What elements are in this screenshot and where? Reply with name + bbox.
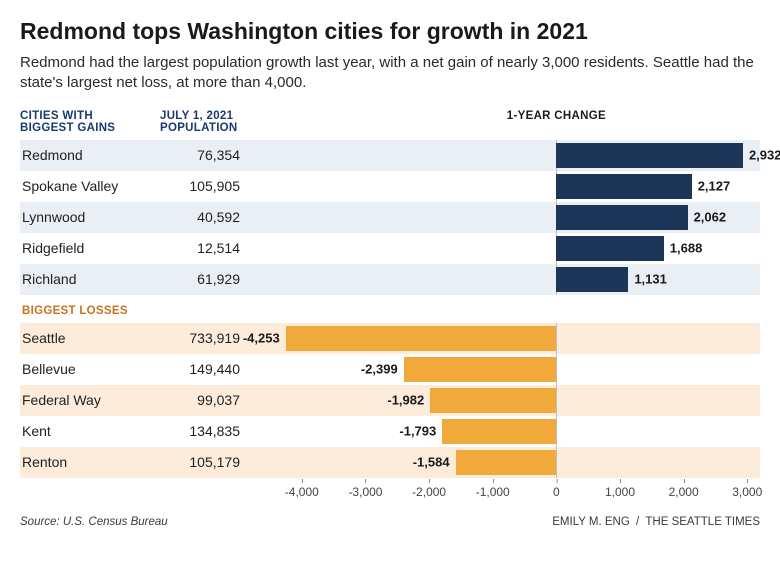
bar-positive: [556, 143, 743, 168]
bar-positive: [556, 205, 687, 230]
population-value: 105,179: [160, 454, 270, 470]
header-change: 1-YEAR CHANGE: [507, 110, 606, 122]
table-row: Spokane Valley105,905 2,127: [20, 171, 760, 202]
table-row: Federal Way99,037 -1,982: [20, 385, 760, 416]
bar-value-label: -4,253: [243, 331, 280, 346]
header-cities-line2: BIGGEST GAINS: [20, 122, 160, 134]
bar-value-label: 2,062: [694, 210, 727, 225]
gains-rows: Redmond76,3542,932Spokane Valley105,9052…: [20, 140, 760, 295]
credit-text: EMILY M. ENG / THE SEATTLE TIMES: [552, 516, 760, 528]
header-pop-line1: JULY 1, 2021: [160, 110, 270, 122]
bar-cell: 2,062: [270, 202, 760, 233]
source-text: Source: U.S. Census Bureau: [20, 516, 168, 528]
population-value: 149,440: [160, 361, 270, 377]
bar-cell: 2,932: [270, 140, 760, 171]
bar-negative: [456, 450, 557, 475]
city-name: Richland: [20, 271, 160, 287]
bar-cell: 1,131: [270, 264, 760, 295]
bar-value-label: -1,584: [413, 455, 450, 470]
axis-tick: -3,000: [348, 480, 382, 499]
city-name: Redmond: [20, 147, 160, 163]
axis-tick: -4,000: [285, 480, 319, 499]
bar-negative: [286, 326, 557, 351]
bar-positive: [556, 174, 691, 199]
city-name: Federal Way: [20, 392, 160, 408]
chart-title: Redmond tops Washington cities for growt…: [20, 18, 760, 45]
bar-negative: [442, 419, 556, 444]
header-cities-line1: CITIES WITH: [20, 110, 160, 122]
population-value: 61,929: [160, 271, 270, 287]
credit-author: EMILY M. ENG: [552, 516, 630, 528]
city-name: Ridgefield: [20, 240, 160, 256]
bar-cell: -1,982: [270, 385, 760, 416]
bar-cell: -2,399: [270, 354, 760, 385]
header-pop-line2: POPULATION: [160, 122, 270, 134]
city-name: Bellevue: [20, 361, 160, 377]
population-value: 99,037: [160, 392, 270, 408]
population-value: 76,354: [160, 147, 270, 163]
table-row: Kent134,835 -1,793: [20, 416, 760, 447]
table-row: Bellevue149,440 -2,399: [20, 354, 760, 385]
city-name: Lynnwood: [20, 209, 160, 225]
city-name: Seattle: [20, 330, 160, 346]
population-value: 105,905: [160, 178, 270, 194]
bar-cell: 1,688: [270, 233, 760, 264]
city-name: Kent: [20, 423, 160, 439]
bar-value-label: 1,688: [670, 241, 703, 256]
axis-tick: 1,000: [605, 480, 635, 499]
bar-value-label: -2,399: [361, 362, 398, 377]
table-row: Seattle733,919-4,253: [20, 323, 760, 354]
bar-value-label: -1,793: [399, 424, 436, 439]
bar-negative: [404, 357, 557, 382]
x-axis: -4,000 -3,000 -2,000 -1,000 0 1,000 2,000 3,000: [20, 480, 760, 502]
table-row: Ridgefield12,514 1,688: [20, 233, 760, 264]
bar-cell: -1,793: [270, 416, 760, 447]
population-value: 12,514: [160, 240, 270, 256]
bar-value-label: 2,932: [749, 148, 780, 163]
bar-cell: -4,253: [270, 323, 760, 354]
bar-cell: -1,584: [270, 447, 760, 478]
chart-footer: Source: U.S. Census Bureau EMILY M. ENG …: [20, 516, 760, 528]
population-value: 134,835: [160, 423, 270, 439]
bar-value-label: 1,131: [634, 272, 667, 287]
axis-tick: 0: [553, 480, 560, 499]
bar-positive: [556, 236, 663, 261]
table-row: Richland61,929 1,131: [20, 264, 760, 295]
bar-positive: [556, 267, 628, 292]
axis-tick: -1,000: [476, 480, 510, 499]
table-row: Renton105,179 -1,584: [20, 447, 760, 478]
credit-publication: THE SEATTLE TIMES: [645, 516, 760, 528]
bar-value-label: 2,127: [698, 179, 731, 194]
column-headers: CITIES WITH BIGGEST GAINS JULY 1, 2021 P…: [20, 110, 760, 140]
axis-tick: 3,000: [732, 480, 762, 499]
losses-section-label: BIGGEST LOSSES: [20, 295, 760, 323]
population-value: 40,592: [160, 209, 270, 225]
bar-value-label: -1,982: [387, 393, 424, 408]
bar-negative: [430, 388, 556, 413]
axis-tick: -2,000: [412, 480, 446, 499]
table-row: Redmond76,3542,932: [20, 140, 760, 171]
chart-subtitle: Redmond had the largest population growt…: [20, 53, 760, 94]
city-name: Spokane Valley: [20, 178, 160, 194]
losses-rows: Seattle733,919-4,253 Bellevue149,440 -2,39…: [20, 323, 760, 478]
table-row: Lynnwood40,592 2,062: [20, 202, 760, 233]
bar-cell: 2,127: [270, 171, 760, 202]
city-name: Renton: [20, 454, 160, 470]
axis-tick: 2,000: [669, 480, 699, 499]
